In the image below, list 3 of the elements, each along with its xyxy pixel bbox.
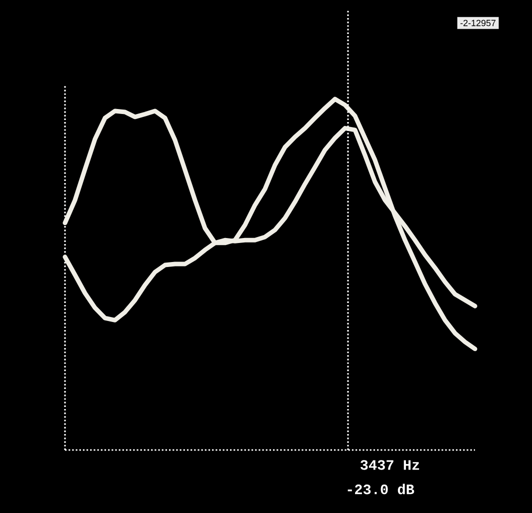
text: -2-12957 <box>460 20 496 26</box>
text: -23.0 dB <box>348 484 414 494</box>
text: 3437 Hz <box>360 460 420 470</box>
